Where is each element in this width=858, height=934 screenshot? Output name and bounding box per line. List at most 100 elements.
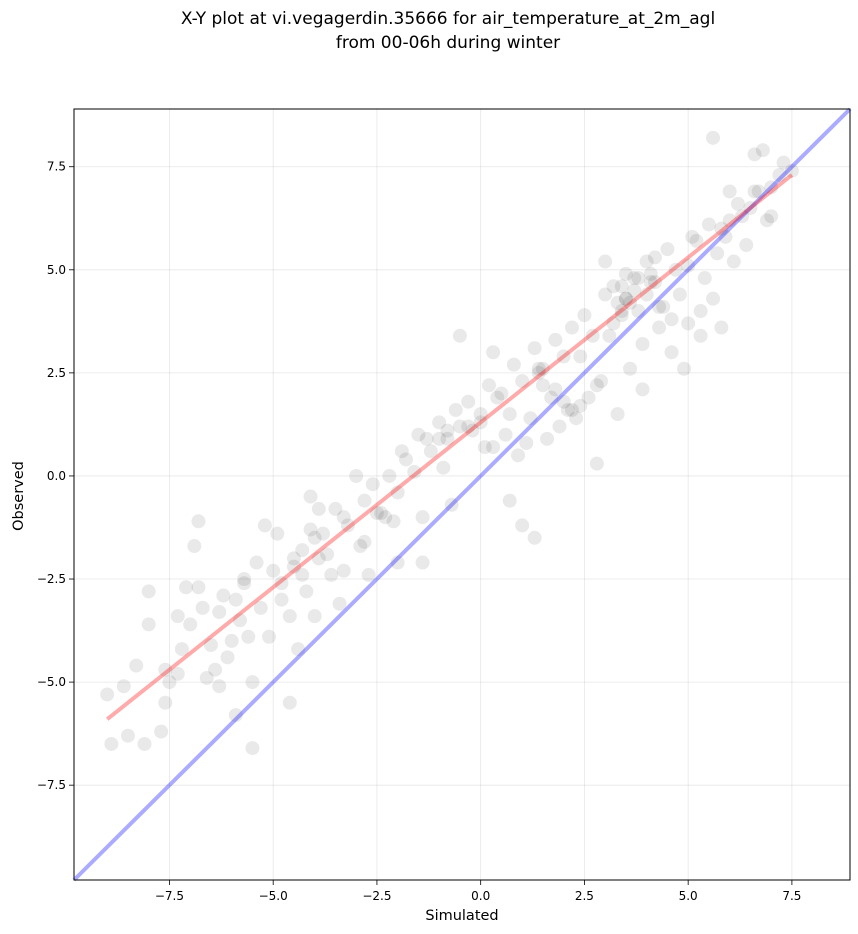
scatter-point xyxy=(693,304,708,319)
y-tick-label: 7.5 xyxy=(47,160,66,174)
y-tick-label: −7.5 xyxy=(37,778,66,792)
scatter-point xyxy=(498,427,513,442)
scatter-point xyxy=(618,291,633,306)
scatter-point xyxy=(386,514,401,529)
scatter-point xyxy=(618,291,633,306)
scatter-point xyxy=(722,184,737,199)
scatter-point xyxy=(564,320,579,335)
scatter-point xyxy=(535,361,550,376)
scatter-point xyxy=(569,411,584,426)
scatter-point xyxy=(693,328,708,343)
x-axis-label: Simulated xyxy=(425,908,498,924)
scatter-point xyxy=(660,242,675,257)
scatter-point xyxy=(531,365,546,380)
scatter-point xyxy=(237,576,252,591)
scatter-point xyxy=(245,741,260,756)
x-tick-label: −5.0 xyxy=(259,889,288,903)
scatter-point xyxy=(477,440,492,455)
scatter-point xyxy=(710,246,725,261)
scatter-point xyxy=(639,254,654,269)
scatter-point xyxy=(262,629,277,644)
scatter-point xyxy=(353,539,368,554)
scatter-point xyxy=(436,460,451,475)
scatter-point xyxy=(631,304,646,319)
lines-layer xyxy=(72,107,852,882)
scatter-point xyxy=(411,427,426,442)
regression-line xyxy=(105,173,794,721)
scatter-point xyxy=(473,407,488,422)
scatter-point xyxy=(610,295,625,310)
scatter-point xyxy=(378,510,393,525)
scatter-point xyxy=(191,580,206,595)
scatter-point xyxy=(585,328,600,343)
scatter-point xyxy=(573,349,588,364)
scatter-point xyxy=(282,609,297,624)
scatter-point xyxy=(274,576,289,591)
scatter-point xyxy=(394,444,409,459)
scatter-point xyxy=(415,510,430,525)
scatter-point xyxy=(232,613,247,628)
scatter-point xyxy=(706,291,721,306)
scatter-point xyxy=(735,209,750,224)
scatter-point xyxy=(340,518,355,533)
scatter-point xyxy=(282,695,297,710)
scatter-point xyxy=(614,308,629,323)
scatter-point xyxy=(647,275,662,290)
scatter-point xyxy=(639,287,654,302)
scatter-point xyxy=(594,374,609,389)
scatter-point xyxy=(137,736,152,751)
scatter-point xyxy=(415,555,430,570)
scatter-point xyxy=(116,679,131,694)
scatter-point xyxy=(747,184,762,199)
scatter-point xyxy=(627,283,642,298)
scatter-point xyxy=(336,563,351,578)
scatter-point xyxy=(548,382,563,397)
scatter-point xyxy=(179,580,194,595)
scatter-point xyxy=(473,415,488,430)
scatter-point xyxy=(299,584,314,599)
scatter-point xyxy=(365,477,380,492)
scatter-point xyxy=(199,670,214,685)
x-tick-label: 7.5 xyxy=(782,889,801,903)
scatter-point xyxy=(349,468,364,483)
scatter-point xyxy=(249,555,264,570)
scatter-point xyxy=(486,440,501,455)
scatter-point xyxy=(390,555,405,570)
scatter-point xyxy=(664,345,679,360)
x-tick-label: 2.5 xyxy=(575,889,594,903)
scatter-point xyxy=(652,320,667,335)
scatter-point xyxy=(120,728,135,743)
scatter-point xyxy=(527,341,542,356)
scatter-point xyxy=(610,407,625,422)
scatter-point xyxy=(623,295,638,310)
scatter-point xyxy=(170,609,185,624)
scatter-point xyxy=(764,209,779,224)
scatter-point xyxy=(270,526,285,541)
scatter-point xyxy=(747,147,762,162)
scatter-point xyxy=(672,287,687,302)
scatter-point xyxy=(685,229,700,244)
scatter-point xyxy=(623,361,638,376)
x-tick-label: 5.0 xyxy=(679,889,698,903)
scatter-point xyxy=(336,510,351,525)
scatter-point xyxy=(506,357,521,372)
scatter-point xyxy=(714,221,729,236)
scatter-point xyxy=(598,254,613,269)
scatter-point xyxy=(291,642,306,657)
scatter-point xyxy=(535,378,550,393)
x-tick-label: −2.5 xyxy=(362,889,391,903)
scatter-point xyxy=(718,229,733,244)
scatter-point xyxy=(502,407,517,422)
scatter-point xyxy=(154,724,169,739)
scatter-point xyxy=(502,493,517,508)
y-axis-label: Observed xyxy=(11,461,27,531)
scatter-point xyxy=(440,431,455,446)
scatter-point xyxy=(689,233,704,248)
scatter-point xyxy=(303,489,318,504)
points-layer xyxy=(100,130,799,756)
scatter-point xyxy=(772,167,787,182)
scatter-point xyxy=(531,361,546,376)
scatter-point xyxy=(643,266,658,281)
chart-title-line-2: from 00-06h during winter xyxy=(336,33,560,53)
